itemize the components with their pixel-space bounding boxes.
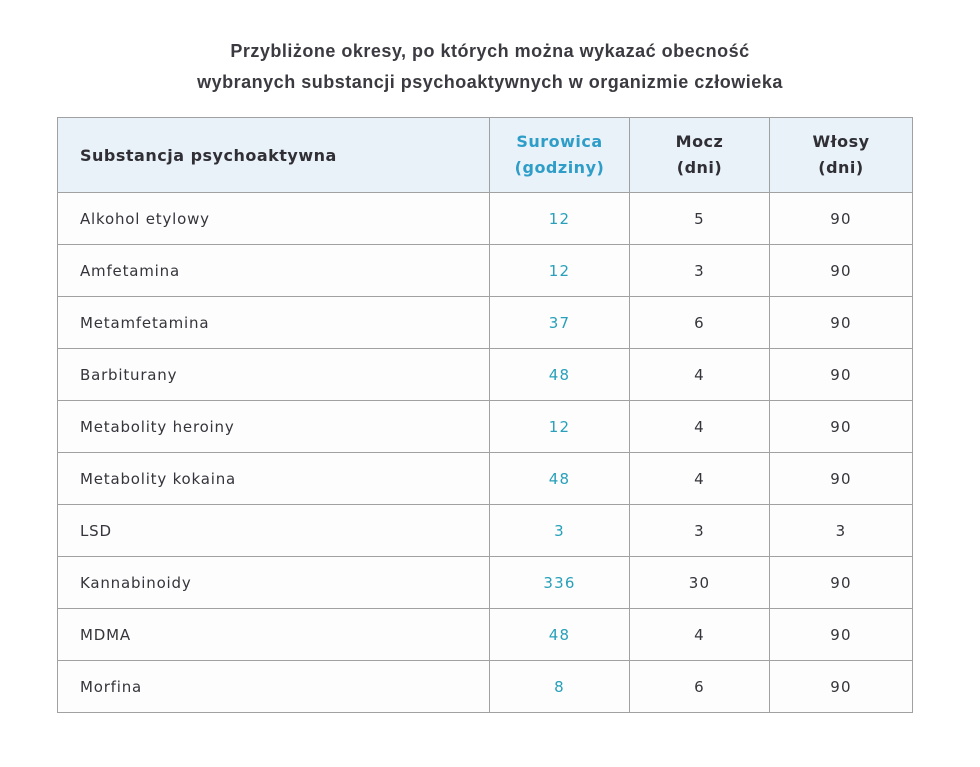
- cell-urine: 6: [629, 660, 770, 713]
- title-line-2: wybranych substancji psychoaktywnych w o…: [197, 72, 783, 92]
- cell-serum: 12: [489, 244, 630, 297]
- cell-urine: 30: [629, 556, 770, 609]
- cell-substance: MDMA: [57, 608, 490, 661]
- cell-hair: 90: [769, 244, 913, 297]
- cell-serum: 12: [489, 400, 630, 453]
- table-row: Morfina 8 6 90: [57, 660, 913, 713]
- column-header-serum-line2: (godziny): [514, 158, 605, 177]
- cell-urine: 4: [629, 348, 770, 401]
- cell-serum: 336: [489, 556, 630, 609]
- cell-serum: 48: [489, 348, 630, 401]
- column-header-hair: Włosy (dni): [769, 117, 913, 193]
- cell-hair: 3: [769, 504, 913, 557]
- column-header-substance: Substancja psychoaktywna: [57, 117, 490, 193]
- cell-serum: 3: [489, 504, 630, 557]
- table-row: Barbiturany 48 4 90: [57, 348, 913, 401]
- table-row: Metamfetamina 37 6 90: [57, 296, 913, 349]
- page-title: Przybliżone okresy, po których można wyk…: [0, 36, 980, 98]
- cell-hair: 90: [769, 556, 913, 609]
- column-header-serum-line1: Surowica: [516, 132, 603, 151]
- column-header-urine-line2: (dni): [676, 158, 723, 177]
- cell-hair: 90: [769, 400, 913, 453]
- cell-serum: 12: [489, 192, 630, 245]
- cell-urine: 3: [629, 244, 770, 297]
- column-header-urine: Mocz (dni): [629, 117, 770, 193]
- column-header-hair-line2: (dni): [818, 158, 864, 177]
- cell-substance: LSD: [57, 504, 490, 557]
- column-header-hair-line1: Włosy: [812, 132, 870, 151]
- cell-urine: 3: [629, 504, 770, 557]
- table-row: Kannabinoidy 336 30 90: [57, 556, 913, 609]
- table-row: Alkohol etylowy 12 5 90: [57, 192, 913, 245]
- cell-serum: 48: [489, 452, 630, 505]
- cell-substance: Metamfetamina: [57, 296, 490, 349]
- table-row: Amfetamina 12 3 90: [57, 244, 913, 297]
- cell-urine: 5: [629, 192, 770, 245]
- cell-serum: 37: [489, 296, 630, 349]
- table-header-row: Substancja psychoaktywna Surowica (godzi…: [57, 117, 913, 193]
- cell-hair: 90: [769, 608, 913, 661]
- cell-urine: 6: [629, 296, 770, 349]
- cell-serum: 8: [489, 660, 630, 713]
- cell-hair: 90: [769, 348, 913, 401]
- table-row: Metabolity kokaina 48 4 90: [57, 452, 913, 505]
- cell-substance: Metabolity heroiny: [57, 400, 490, 453]
- column-header-serum: Surowica (godziny): [489, 117, 630, 193]
- cell-substance: Kannabinoidy: [57, 556, 490, 609]
- cell-urine: 4: [629, 452, 770, 505]
- cell-substance: Alkohol etylowy: [57, 192, 490, 245]
- cell-substance: Metabolity kokaina: [57, 452, 490, 505]
- cell-urine: 4: [629, 400, 770, 453]
- table-row: Metabolity heroiny 12 4 90: [57, 400, 913, 453]
- cell-substance: Amfetamina: [57, 244, 490, 297]
- cell-serum: 48: [489, 608, 630, 661]
- cell-substance: Barbiturany: [57, 348, 490, 401]
- table-row: LSD 3 3 3: [57, 504, 913, 557]
- cell-hair: 90: [769, 452, 913, 505]
- substance-detection-table: Substancja psychoaktywna Surowica (godzi…: [57, 117, 913, 713]
- cell-hair: 90: [769, 192, 913, 245]
- title-line-1: Przybliżone okresy, po których można wyk…: [230, 41, 750, 61]
- table-row: MDMA 48 4 90: [57, 608, 913, 661]
- cell-substance: Morfina: [57, 660, 490, 713]
- cell-urine: 4: [629, 608, 770, 661]
- cell-hair: 90: [769, 660, 913, 713]
- column-header-urine-line1: Mocz: [675, 132, 724, 151]
- cell-hair: 90: [769, 296, 913, 349]
